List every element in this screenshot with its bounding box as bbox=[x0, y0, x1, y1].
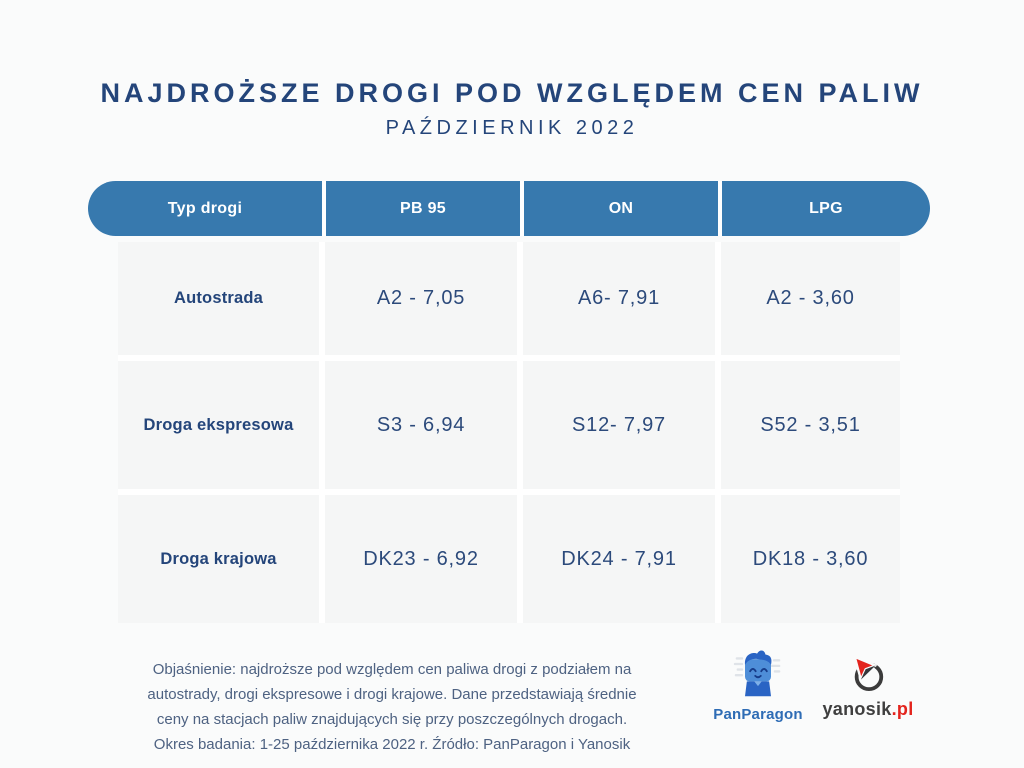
panparagon-mascot-icon bbox=[732, 650, 784, 704]
row-label-droga-krajowa: Droga krajowa bbox=[118, 495, 319, 623]
cell-krajowa-on: DK24 - 7,91 bbox=[523, 495, 715, 623]
header-typ-drogi: Typ drogi bbox=[167, 199, 243, 217]
cell-krajowa-lpg: DK18 - 3,60 bbox=[721, 495, 900, 623]
explanation-line-4: Okres badania: 1-25 października 2022 r.… bbox=[153, 736, 631, 753]
cell-autostrada-pb95: A2 - 7,05 bbox=[325, 242, 517, 355]
header-lpg: LPG bbox=[718, 181, 930, 236]
page-title: NAJDROŻSZE DROGI POD WZGLĘDEM CEN PALIW bbox=[100, 78, 924, 108]
panparagon-logo: PanParagon bbox=[712, 648, 804, 723]
explanation-line-2: autostrady, drogi ekspresowe i drogi kra… bbox=[147, 686, 637, 703]
explanation-line-1: Objaśnienie: najdroższe pod względem cen… bbox=[152, 661, 632, 678]
yanosik-logo: yanosik.pl bbox=[818, 655, 918, 720]
explanation-line-3: ceny na stacjach paliw znajdujących się … bbox=[156, 711, 628, 728]
explanation-note: Objaśnienie: najdroższe pod względem cen… bbox=[118, 657, 666, 757]
yanosik-wordmark: yanosik.pl bbox=[818, 699, 918, 720]
cell-ekspresowa-lpg: S52 - 3,51 bbox=[721, 361, 900, 489]
header-on: ON bbox=[520, 181, 718, 236]
row-label-droga-ekspresowa: Droga ekspresowa bbox=[118, 361, 319, 489]
header-pb95: PB 95 bbox=[322, 181, 520, 236]
yanosik-wordmark-suffix: .pl bbox=[891, 699, 914, 719]
cell-ekspresowa-pb95: S3 - 6,94 bbox=[325, 361, 517, 489]
cell-autostrada-lpg: A2 - 3,60 bbox=[721, 242, 900, 355]
cell-ekspresowa-on: S12- 7,97 bbox=[523, 361, 715, 489]
panparagon-wordmark: PanParagon bbox=[713, 706, 803, 723]
row-label-autostrada: Autostrada bbox=[118, 242, 319, 355]
yanosik-wordmark-main: yanosik bbox=[822, 699, 892, 719]
cell-krajowa-pb95: DK23 - 6,92 bbox=[325, 495, 517, 623]
table-body: Autostrada A2 - 7,05 A6- 7,91 A2 - 3,60 … bbox=[118, 242, 900, 623]
table-header-row: Typ drogi PB 95 ON LPG bbox=[88, 181, 930, 236]
yanosik-arrow-icon bbox=[849, 655, 887, 696]
cell-autostrada-on: A6- 7,91 bbox=[523, 242, 715, 355]
page-subtitle: PAŹDZIERNIK 2022 bbox=[385, 117, 639, 139]
